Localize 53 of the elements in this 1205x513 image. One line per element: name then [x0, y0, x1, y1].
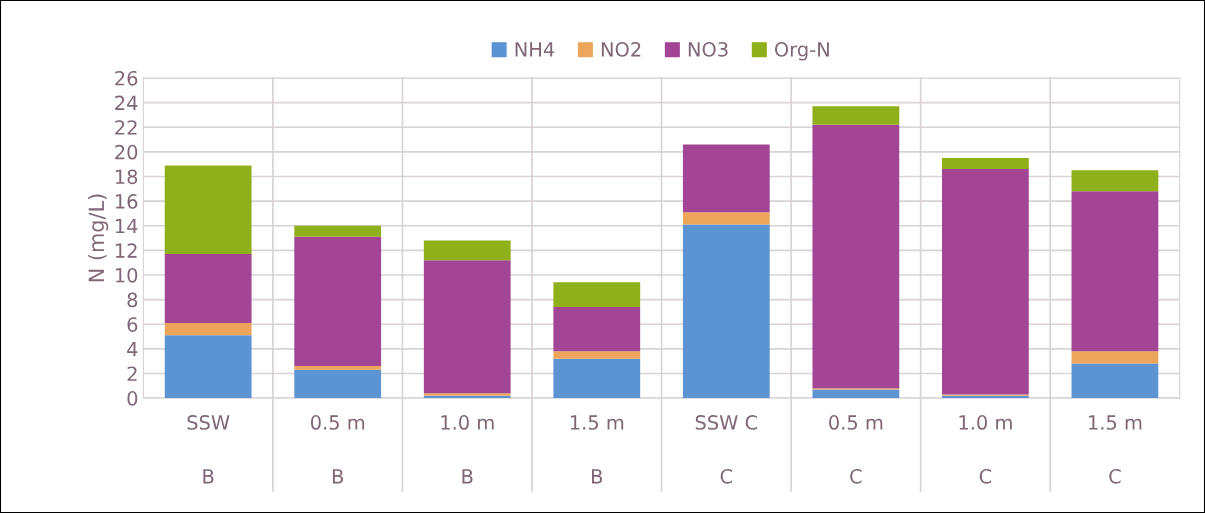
category-label: SSW B — [187, 415, 230, 484]
bar — [812, 389, 900, 399]
y-tick-label: 8 — [127, 292, 138, 308]
bar — [682, 212, 770, 225]
legend-label: NH4 — [515, 42, 555, 57]
bar — [1071, 351, 1159, 364]
category-label: 0.5 m C — [829, 415, 883, 484]
bar — [294, 236, 382, 367]
bar — [553, 306, 641, 352]
y-tick-label: 22 — [115, 120, 137, 135]
bar — [812, 124, 900, 389]
y-axis-title: N (mg/L) — [88, 194, 109, 282]
legend-label: NO3 — [688, 42, 728, 57]
bar — [423, 240, 511, 261]
category-label: SSW C C — [695, 415, 758, 484]
category-label: 1.0 m C — [959, 415, 1012, 484]
bar — [682, 144, 770, 213]
y-tick-label: 16 — [115, 194, 138, 209]
bar — [164, 322, 252, 336]
bar — [164, 254, 252, 323]
bar — [941, 169, 1029, 395]
y-tick-label: 10 — [115, 267, 138, 283]
legend-label: NO2 — [601, 42, 641, 57]
legend-label: Org-N — [774, 42, 829, 61]
y-tick-label: 24 — [115, 95, 138, 110]
y-tick-label: 26 — [115, 70, 138, 86]
y-tick-label: 12 — [115, 243, 137, 258]
bar — [553, 358, 641, 399]
bar — [294, 366, 382, 370]
bar — [164, 335, 252, 399]
y-tick-label: 18 — [115, 169, 138, 185]
category-label: 1.5 m B — [570, 415, 624, 484]
bar — [1071, 191, 1159, 352]
bar — [553, 351, 641, 359]
y-tick-label: 4 — [127, 342, 138, 357]
y-tick-label: 14 — [115, 218, 138, 234]
bar — [812, 106, 900, 125]
y-tick-label: 20 — [115, 144, 138, 160]
category-label: 1.0 m B — [441, 415, 494, 484]
bar — [1071, 363, 1159, 399]
bar — [164, 165, 252, 255]
category-label: 1.5 m C — [1089, 415, 1142, 484]
bar — [294, 225, 382, 237]
bar — [423, 260, 511, 394]
category-label: 0.5 m B — [310, 415, 365, 484]
y-tick-label: 2 — [127, 366, 137, 381]
bar — [1071, 170, 1159, 192]
bar — [553, 282, 641, 307]
bar — [294, 369, 382, 399]
bar — [682, 224, 770, 399]
y-tick-label: 0 — [127, 391, 138, 406]
y-tick-label: 6 — [127, 317, 138, 332]
bar — [941, 158, 1029, 170]
